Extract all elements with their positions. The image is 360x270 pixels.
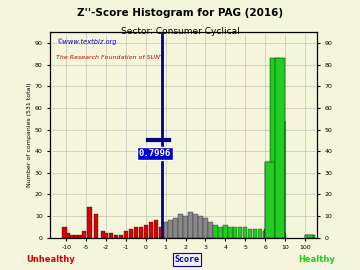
Bar: [144, 225, 148, 238]
Text: 0.7996: 0.7996: [139, 149, 171, 158]
Bar: [263, 231, 267, 238]
Y-axis label: Number of companies (531 total): Number of companies (531 total): [27, 83, 32, 187]
Bar: [278, 231, 282, 238]
Bar: [275, 58, 285, 238]
Bar: [78, 235, 82, 238]
Bar: [119, 235, 123, 238]
Bar: [213, 225, 217, 238]
Bar: [94, 214, 98, 238]
Bar: [238, 227, 242, 238]
Bar: [66, 233, 71, 238]
Bar: [223, 225, 228, 238]
Bar: [265, 229, 270, 238]
Bar: [273, 231, 277, 238]
Bar: [163, 222, 168, 238]
Bar: [274, 231, 279, 238]
Bar: [114, 235, 118, 238]
Bar: [305, 235, 313, 238]
Bar: [279, 231, 283, 238]
Bar: [265, 162, 275, 238]
Bar: [270, 229, 275, 238]
Bar: [168, 220, 173, 238]
Bar: [179, 214, 183, 238]
Bar: [198, 216, 203, 238]
Bar: [272, 231, 276, 238]
Bar: [269, 231, 274, 238]
Bar: [268, 231, 272, 238]
Bar: [193, 214, 198, 238]
Bar: [218, 227, 222, 238]
Text: Healthy: Healthy: [298, 255, 335, 264]
Bar: [208, 222, 213, 238]
Bar: [275, 233, 280, 238]
Bar: [87, 207, 92, 238]
Bar: [124, 231, 128, 238]
Bar: [134, 227, 138, 238]
Bar: [74, 235, 78, 238]
Bar: [100, 231, 105, 238]
Bar: [233, 227, 238, 238]
Bar: [253, 229, 257, 238]
Text: ©www.textbiz.org: ©www.textbiz.org: [56, 39, 116, 45]
Text: Unhealthy: Unhealthy: [26, 255, 75, 264]
Bar: [264, 229, 269, 238]
Bar: [70, 235, 75, 238]
Bar: [139, 227, 143, 238]
Bar: [282, 233, 286, 238]
Bar: [129, 229, 133, 238]
Bar: [149, 222, 153, 238]
Bar: [183, 216, 188, 238]
Text: Sector: Consumer Cyclical: Sector: Consumer Cyclical: [121, 27, 239, 36]
Bar: [82, 231, 86, 238]
Bar: [243, 227, 247, 238]
Text: Score: Score: [175, 255, 200, 264]
Bar: [265, 162, 275, 238]
Bar: [188, 212, 193, 238]
Bar: [174, 218, 178, 238]
Bar: [267, 231, 271, 238]
Bar: [270, 58, 280, 238]
Bar: [109, 233, 113, 238]
Bar: [248, 229, 252, 238]
Bar: [158, 227, 163, 238]
Bar: [276, 231, 281, 238]
Text: The Research Foundation of SUNY: The Research Foundation of SUNY: [56, 55, 163, 60]
Bar: [305, 235, 315, 238]
Bar: [258, 229, 262, 238]
Text: Z''-Score Histogram for PAG (2016): Z''-Score Histogram for PAG (2016): [77, 8, 283, 18]
Bar: [154, 220, 158, 238]
Bar: [62, 227, 67, 238]
Bar: [280, 233, 285, 238]
Bar: [228, 227, 233, 238]
Bar: [104, 233, 108, 238]
Bar: [203, 218, 208, 238]
